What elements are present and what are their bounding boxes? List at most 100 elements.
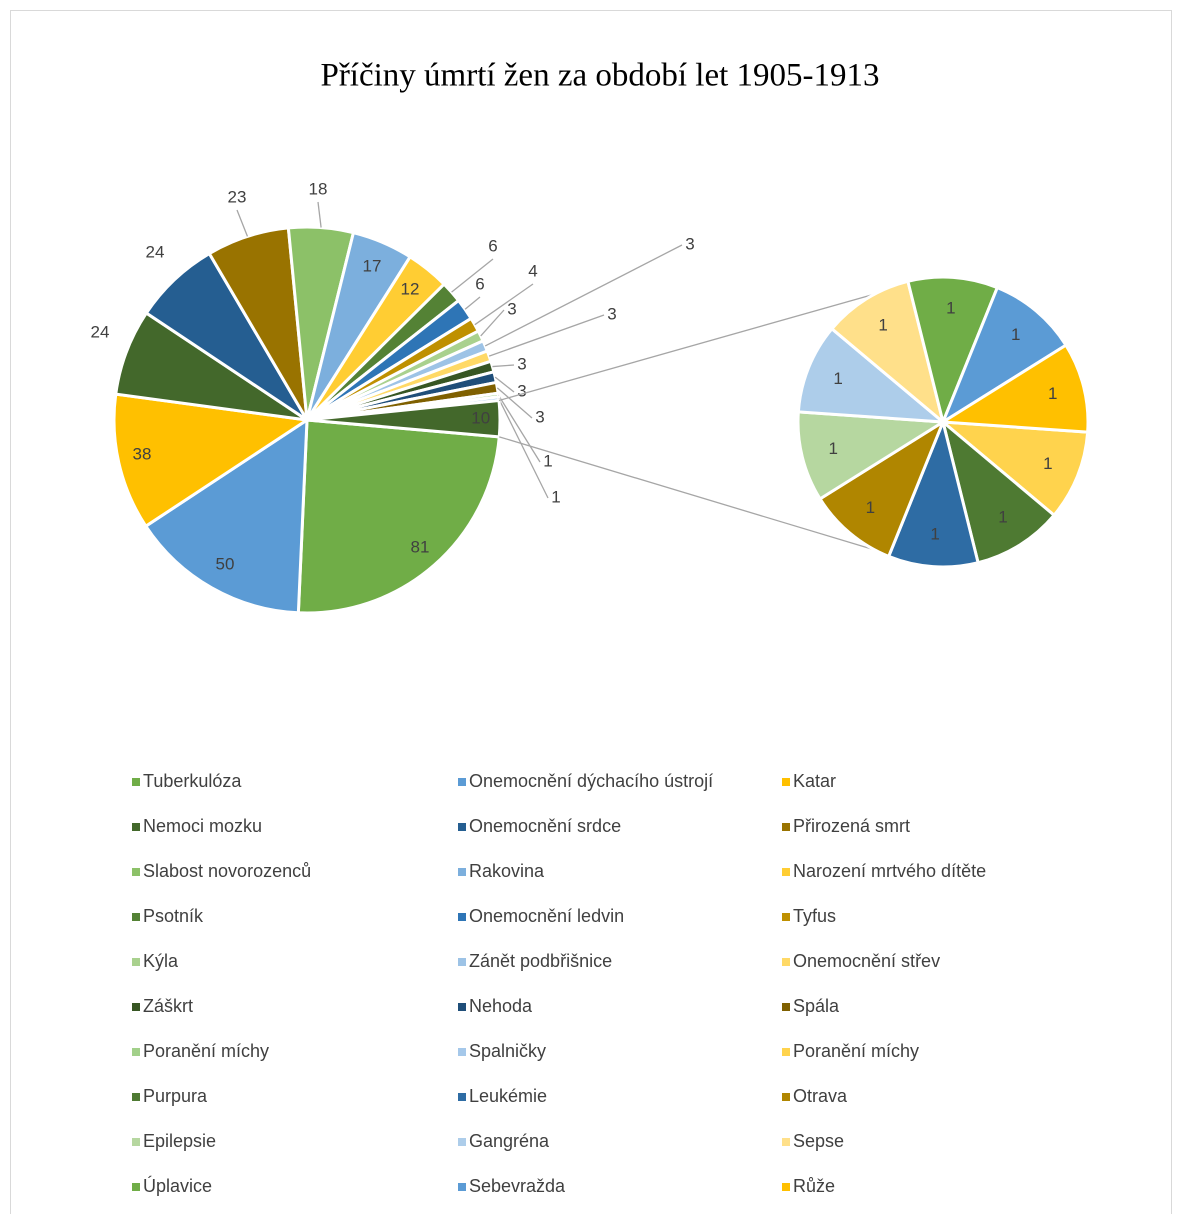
data-label: 23 bbox=[228, 187, 247, 206]
legend-label: Nehoda bbox=[469, 996, 533, 1016]
data-label: 1 bbox=[946, 299, 955, 318]
legend-label: Slabost novorozenců bbox=[143, 861, 311, 881]
data-label: 1 bbox=[866, 498, 875, 517]
data-label: 1 bbox=[878, 316, 887, 335]
data-label: 3 bbox=[535, 407, 544, 426]
legend-swatch bbox=[782, 778, 790, 786]
legend-label: Purpura bbox=[143, 1086, 208, 1106]
leader-line bbox=[496, 387, 533, 419]
legend-swatch bbox=[458, 1183, 466, 1191]
legend-swatch bbox=[132, 823, 140, 831]
legend-label: Zánět podbřišnice bbox=[469, 951, 612, 971]
data-label: 1 bbox=[829, 439, 838, 458]
legend-swatch bbox=[458, 868, 466, 876]
legend-swatch bbox=[782, 913, 790, 921]
legend-label: Tyfus bbox=[793, 906, 836, 926]
pie-slice bbox=[938, 343, 1090, 434]
legend-label: Přirozená smrt bbox=[793, 816, 910, 836]
connector-line bbox=[499, 436, 876, 551]
legend-swatch bbox=[782, 823, 790, 831]
pie-slice bbox=[906, 275, 1000, 427]
data-label: 3 bbox=[517, 354, 526, 373]
data-label: 12 bbox=[401, 279, 420, 298]
legend-swatch bbox=[132, 913, 140, 921]
pie-slice bbox=[296, 418, 501, 615]
data-label: 4 bbox=[528, 261, 537, 280]
data-label: 3 bbox=[517, 381, 526, 400]
data-label: 1 bbox=[930, 524, 939, 543]
data-label: 1 bbox=[543, 451, 552, 470]
legend-swatch bbox=[458, 1093, 466, 1101]
legend-swatch bbox=[458, 778, 466, 786]
pie-slice bbox=[112, 392, 312, 529]
data-label: 1 bbox=[1043, 454, 1052, 473]
pie-slice bbox=[796, 410, 948, 501]
legend-label: Sebevražda bbox=[469, 1176, 566, 1196]
data-label: 1 bbox=[833, 369, 842, 388]
data-label: 24 bbox=[91, 322, 110, 341]
pie-slice bbox=[939, 285, 1069, 426]
legend-swatch bbox=[458, 958, 466, 966]
data-label: 3 bbox=[685, 234, 694, 253]
pie-slice bbox=[796, 326, 948, 424]
leader-line bbox=[480, 309, 505, 337]
legend-swatch bbox=[458, 1048, 466, 1056]
legend-label: Narození mrtvého dítěte bbox=[793, 861, 986, 881]
legend-label: Onemocnění střev bbox=[793, 951, 940, 971]
legend-label: Epilepsie bbox=[143, 1131, 216, 1151]
pie-slice bbox=[938, 420, 1090, 518]
legend-label: Otrava bbox=[793, 1086, 848, 1106]
pie-slice bbox=[143, 417, 309, 615]
data-label: 1 bbox=[551, 487, 560, 506]
legend-swatch bbox=[458, 1003, 466, 1011]
leader-line bbox=[451, 258, 494, 293]
legend-swatch bbox=[782, 1003, 790, 1011]
legend-label: Leukémie bbox=[469, 1086, 547, 1106]
pie-slice bbox=[886, 417, 980, 569]
leader-line bbox=[492, 364, 515, 368]
legend-label: Kýla bbox=[143, 951, 179, 971]
legend-swatch bbox=[458, 823, 466, 831]
data-label: 1 bbox=[998, 507, 1007, 526]
data-label: 3 bbox=[507, 299, 516, 318]
legend-swatch bbox=[782, 958, 790, 966]
leader-line bbox=[488, 314, 605, 357]
chart-title: Příčiny úmrtí žen za období let 1905-191… bbox=[320, 58, 879, 94]
data-label: 17 bbox=[363, 256, 382, 275]
leader-line bbox=[498, 398, 549, 499]
legend-swatch bbox=[132, 778, 140, 786]
data-label: 6 bbox=[475, 274, 484, 293]
legend-swatch bbox=[782, 1048, 790, 1056]
data-label: 38 bbox=[133, 444, 152, 463]
data-label: 1 bbox=[1011, 325, 1020, 344]
leader-line bbox=[497, 394, 541, 463]
legend-label: Úplavice bbox=[143, 1175, 212, 1196]
legend-label: Katar bbox=[793, 771, 836, 791]
legend-label: Onemocnění srdce bbox=[469, 816, 621, 836]
chart-frame bbox=[10, 10, 1172, 1214]
legend-label: Spála bbox=[793, 996, 840, 1016]
legend-label: Onemocnění ledvin bbox=[469, 906, 624, 926]
legend-swatch bbox=[782, 1093, 790, 1101]
legend-label: Poranění míchy bbox=[793, 1041, 919, 1061]
leader-line bbox=[464, 296, 481, 310]
legend-swatch bbox=[458, 913, 466, 921]
legend-swatch bbox=[132, 1093, 140, 1101]
legend-label: Záškrt bbox=[143, 996, 193, 1016]
data-label: 81 bbox=[411, 537, 430, 556]
legend-label: Nemoci mozku bbox=[143, 816, 262, 836]
legend-label: Tuberkulóza bbox=[143, 771, 242, 791]
leader-line bbox=[494, 376, 515, 393]
legend-label: Růže bbox=[793, 1176, 835, 1196]
legend-swatch bbox=[132, 1183, 140, 1191]
legend-label: Sepse bbox=[793, 1131, 844, 1151]
legend-label: Psotník bbox=[143, 906, 204, 926]
legend-swatch bbox=[458, 1138, 466, 1146]
legend-swatch bbox=[132, 958, 140, 966]
legend-swatch bbox=[132, 1138, 140, 1146]
data-label: 18 bbox=[309, 179, 328, 198]
legend-label: Spalničky bbox=[469, 1041, 546, 1061]
legend-label: Gangréna bbox=[469, 1131, 550, 1151]
data-label: 1 bbox=[1048, 384, 1057, 403]
